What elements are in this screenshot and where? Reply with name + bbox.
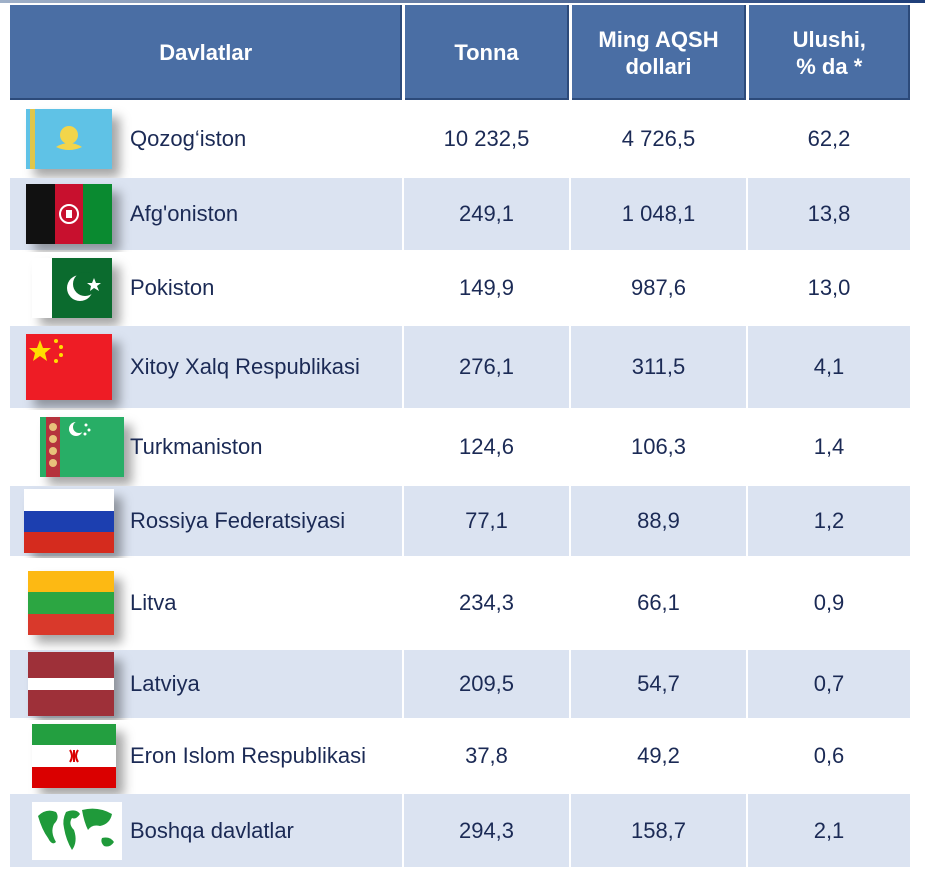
usd-cell: 4 726,5 xyxy=(569,101,747,177)
tonna-cell: 124,6 xyxy=(402,409,570,485)
usd-cell: 311,5 xyxy=(569,325,747,409)
header-tonna: Tonna xyxy=(401,5,570,101)
country-cell: Afg'oniston xyxy=(10,177,403,251)
share-cell: 2,1 xyxy=(746,793,910,867)
tonna-cell: 37,8 xyxy=(402,719,570,793)
afghanistan-flag-icon xyxy=(26,184,112,244)
china-flag-icon xyxy=(26,334,112,400)
usd-cell: 1 048,1 xyxy=(569,177,747,251)
usd-cell: 88,9 xyxy=(569,485,747,557)
table-row: Afg'oniston 249,1 1 048,1 13,8 xyxy=(10,177,910,251)
share-cell: 1,2 xyxy=(746,485,910,557)
country-name: Eron Islom Respublikasi xyxy=(130,743,366,768)
share-cell: 0,9 xyxy=(746,557,910,649)
share-cell: 0,7 xyxy=(746,649,910,719)
share-cell: 4,1 xyxy=(746,325,910,409)
tonna-cell: 149,9 xyxy=(402,251,570,325)
world-map-icon xyxy=(32,801,122,860)
share-cell: 1,4 xyxy=(746,409,910,485)
country-name: Qozog‘iston xyxy=(130,126,247,151)
share-cell: 62,2 xyxy=(746,101,910,177)
pakistan-flag-icon xyxy=(32,258,112,318)
table-row: Eron Islom Respublikasi 37,8 49,2 0,6 xyxy=(10,719,910,793)
table-row: Rossiya Federatsiyasi 77,1 88,9 1,2 xyxy=(10,485,910,557)
usd-cell: 987,6 xyxy=(569,251,747,325)
russia-flag-icon xyxy=(24,489,114,553)
header-share: Ulushi,% da * xyxy=(745,5,910,101)
top-gradient-line xyxy=(0,0,925,3)
usd-cell: 158,7 xyxy=(569,793,747,867)
latvia-flag-icon xyxy=(28,652,114,716)
table-row: Latviya 209,5 54,7 0,7 xyxy=(10,649,910,719)
country-cell: Pokiston xyxy=(10,251,403,325)
table-row: Boshqa davlatlar 294,3 158,7 2,1 xyxy=(10,793,910,867)
table-row: Xitoy Xalq Respublikasi 276,1 311,5 4,1 xyxy=(10,325,910,409)
header-country: Davlatlar xyxy=(10,5,403,101)
turkmenistan-flag-icon xyxy=(40,417,124,477)
header-usd: Ming AQSH dollari xyxy=(568,5,747,101)
table-row: Pokiston 149,9 987,6 13,0 xyxy=(10,251,910,325)
table-row: Litva 234,3 66,1 0,9 xyxy=(10,557,910,649)
export-table-container: Davlatlar Tonna Ming AQSH dollari Ulushi,… xyxy=(10,5,910,867)
tonna-cell: 249,1 xyxy=(402,177,570,251)
country-cell: Litva xyxy=(10,557,403,649)
table-row: Qozog‘iston 10 232,5 4 726,5 62,2 xyxy=(10,101,910,177)
iran-flag-icon xyxy=(32,724,116,788)
country-name: Boshqa davlatlar xyxy=(130,817,294,843)
country-name: Turkmaniston xyxy=(130,434,263,459)
tonna-cell: 77,1 xyxy=(402,485,570,557)
share-cell: 13,8 xyxy=(746,177,910,251)
country-cell: Rossiya Federatsiyasi xyxy=(10,485,403,557)
country-name: Litva xyxy=(130,590,177,615)
country-cell: Qozog‘iston xyxy=(10,101,403,177)
usd-cell: 106,3 xyxy=(569,409,747,485)
kazakhstan-flag-icon xyxy=(26,109,112,169)
usd-cell: 66,1 xyxy=(569,557,747,649)
tonna-cell: 209,5 xyxy=(402,649,570,719)
table-header-row: Davlatlar Tonna Ming AQSH dollari Ulushi,… xyxy=(10,5,910,101)
country-name: Rossiya Federatsiyasi xyxy=(130,508,346,533)
country-name: Latviya xyxy=(130,671,200,696)
tonna-cell: 276,1 xyxy=(402,325,570,409)
country-cell: Xitoy Xalq Respublikasi xyxy=(10,325,403,409)
country-name: Xitoy Xalq Respublikasi xyxy=(130,354,360,379)
lithuania-flag-icon xyxy=(28,571,114,635)
country-cell: Boshqa davlatlar xyxy=(10,793,403,867)
tonna-cell: 234,3 xyxy=(402,557,570,649)
country-name: Afg'oniston xyxy=(130,201,239,226)
country-name: Pokiston xyxy=(130,275,215,300)
country-cell: Eron Islom Respublikasi xyxy=(10,719,403,793)
table-row: Turkmaniston 124,6 106,3 1,4 xyxy=(10,409,910,485)
usd-cell: 49,2 xyxy=(569,719,747,793)
country-cell: Latviya xyxy=(10,649,403,719)
share-cell: 0,6 xyxy=(746,719,910,793)
country-cell: Turkmaniston xyxy=(10,409,403,485)
usd-cell: 54,7 xyxy=(569,649,747,719)
tonna-cell: 294,3 xyxy=(402,793,570,867)
tonna-cell: 10 232,5 xyxy=(402,101,570,177)
export-table: Davlatlar Tonna Ming AQSH dollari Ulushi,… xyxy=(10,5,910,867)
share-cell: 13,0 xyxy=(746,251,910,325)
